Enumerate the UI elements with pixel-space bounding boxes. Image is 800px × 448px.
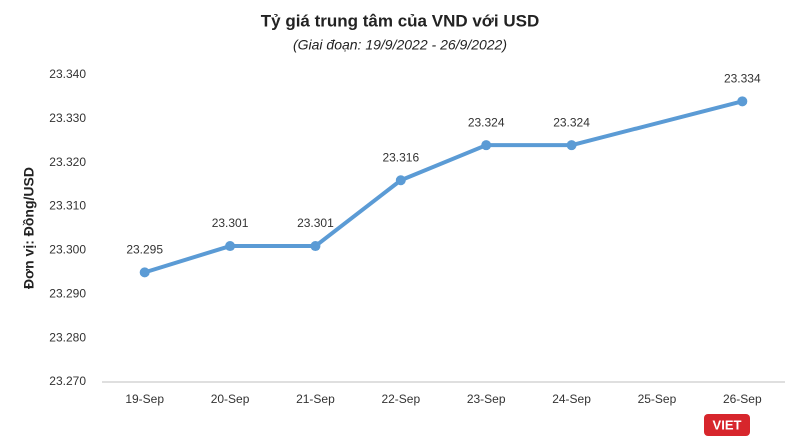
y-tick-label: 23.330: [49, 111, 86, 125]
x-tick-label: 22-Sep: [381, 392, 420, 406]
data-point: [310, 241, 321, 252]
data-label: 23.295: [126, 243, 163, 257]
line-segment: [398, 143, 489, 183]
data-label: 23.324: [553, 115, 590, 129]
x-tick-label: 26-Sep: [723, 392, 762, 406]
y-tick-label: 23.300: [49, 243, 86, 257]
data-label: 23.301: [297, 216, 334, 230]
y-tick-label: 23.310: [49, 199, 86, 213]
x-tick-label: 23-Sep: [467, 392, 506, 406]
data-point: [566, 140, 577, 151]
line-segment: [569, 99, 745, 148]
x-tick-label: 21-Sep: [296, 392, 335, 406]
data-point: [737, 96, 748, 107]
x-tick-label: 19-Sep: [125, 392, 164, 406]
data-point: [395, 175, 406, 186]
y-tick-label: 23.280: [49, 330, 86, 344]
y-tick-label: 23.340: [49, 67, 86, 81]
x-tick-label: 25-Sep: [638, 392, 677, 406]
line-segment: [313, 178, 403, 249]
logo-text: VIET: [713, 417, 742, 432]
y-tick-label: 23.320: [49, 155, 86, 169]
logo-badge: [704, 414, 750, 436]
chart-subtitle: (Giai đoạn: 19/9/2022 - 26/9/2022): [293, 37, 507, 53]
data-label: 23.334: [724, 71, 761, 85]
y-tick-label: 23.270: [49, 374, 86, 388]
x-tick-label: 20-Sep: [211, 392, 250, 406]
data-point: [481, 140, 492, 151]
y-tick-label: 23.290: [49, 286, 86, 300]
chart-title: Tỷ giá trung tâm của VND với USD: [261, 11, 539, 30]
data-point: [225, 241, 236, 252]
data-label: 23.324: [468, 115, 505, 129]
data-label: 23.301: [212, 216, 249, 230]
x-tick-label: 24-Sep: [552, 392, 591, 406]
data-point: [139, 267, 150, 278]
data-label: 23.316: [382, 150, 419, 164]
y-axis-label: Đơn vị: Đồng/USD: [21, 167, 37, 289]
line-segment: [142, 244, 233, 275]
